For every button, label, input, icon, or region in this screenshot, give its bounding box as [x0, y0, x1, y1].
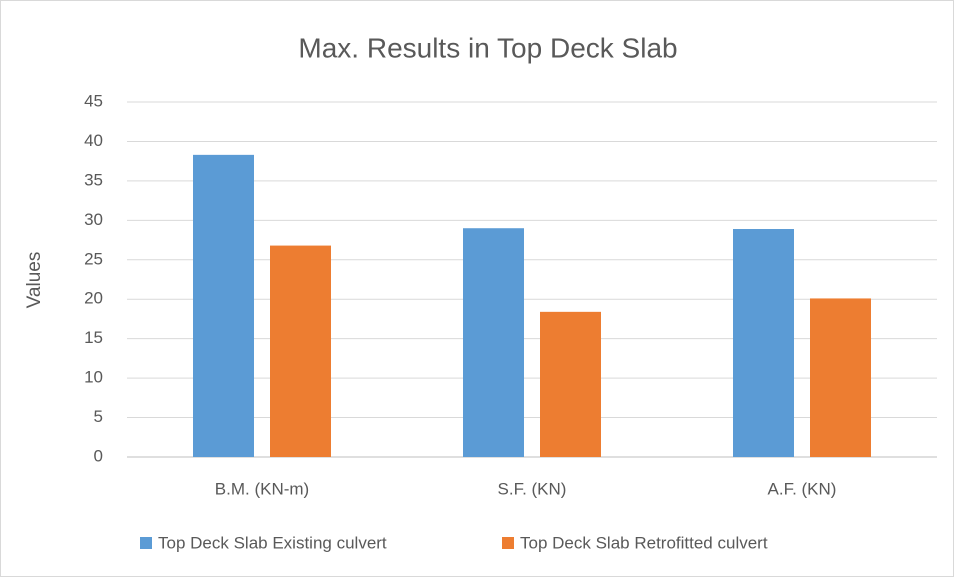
bar	[810, 298, 871, 457]
legend-swatch	[140, 537, 152, 549]
y-tick-label: 20	[84, 289, 103, 308]
y-tick-label: 45	[84, 91, 103, 110]
y-tick-label: 5	[94, 407, 103, 426]
y-tick-label: 35	[84, 170, 103, 189]
y-tick-label: 0	[94, 446, 103, 465]
y-tick-label: 30	[84, 210, 103, 229]
bar	[540, 311, 601, 457]
x-tick-label: B.M. (KN-m)	[215, 479, 309, 498]
y-tick-label: 10	[84, 368, 103, 387]
y-tick-label: 15	[84, 328, 103, 347]
y-axis-label: Values	[24, 252, 45, 309]
y-tick-label: 25	[84, 249, 103, 268]
bar	[733, 229, 794, 457]
bar	[193, 154, 254, 457]
chart-title: Max. Results in Top Deck Slab	[298, 32, 677, 63]
legend-label: Top Deck Slab Existing culvert	[158, 533, 387, 552]
x-tick-label: A.F. (KN)	[768, 479, 837, 498]
bar	[463, 228, 524, 457]
legend-label: Top Deck Slab Retrofitted culvert	[520, 533, 768, 552]
legend-swatch	[502, 537, 514, 549]
bar	[270, 245, 331, 457]
y-tick-label: 40	[84, 131, 103, 150]
x-tick-label: S.F. (KN)	[498, 479, 567, 498]
